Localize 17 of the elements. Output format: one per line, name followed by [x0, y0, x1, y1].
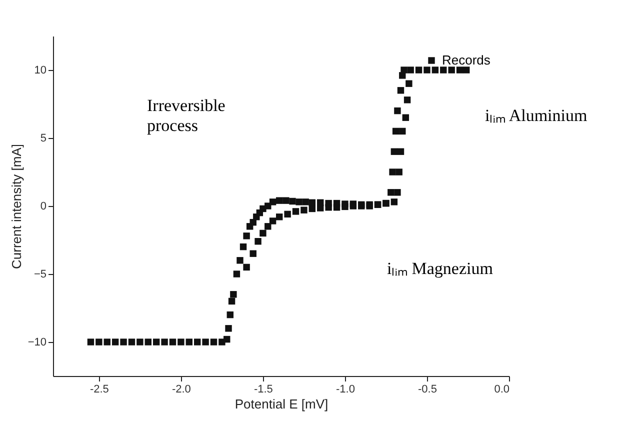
x-tick-label: -2.0	[172, 384, 191, 396]
x-tick-label: -2.5	[90, 384, 109, 396]
legend-label: Records	[442, 52, 491, 68]
annotation: iₗᵢₘ Aluminium	[485, 106, 588, 125]
y-axis-title: Current intensity [mA]	[8, 144, 24, 269]
y-tick-label: 10	[34, 64, 46, 76]
x-tick-label: 0.0	[494, 384, 510, 396]
annotation: iₗᵢₘ Magnezium	[387, 259, 493, 278]
annotation: Irreversible process	[147, 96, 226, 135]
y-tick-label: 5	[40, 132, 46, 144]
x-tick-label: -1.5	[254, 384, 273, 396]
y-tick-label: 0	[40, 200, 46, 212]
x-axis-title: Potential E [mV]	[234, 396, 328, 412]
y-tick-label: −5	[34, 268, 46, 280]
y-tick-label: −10	[28, 336, 46, 348]
x-tick-label: -1.0	[336, 384, 355, 396]
x-tick-label: -0.5	[418, 384, 437, 396]
